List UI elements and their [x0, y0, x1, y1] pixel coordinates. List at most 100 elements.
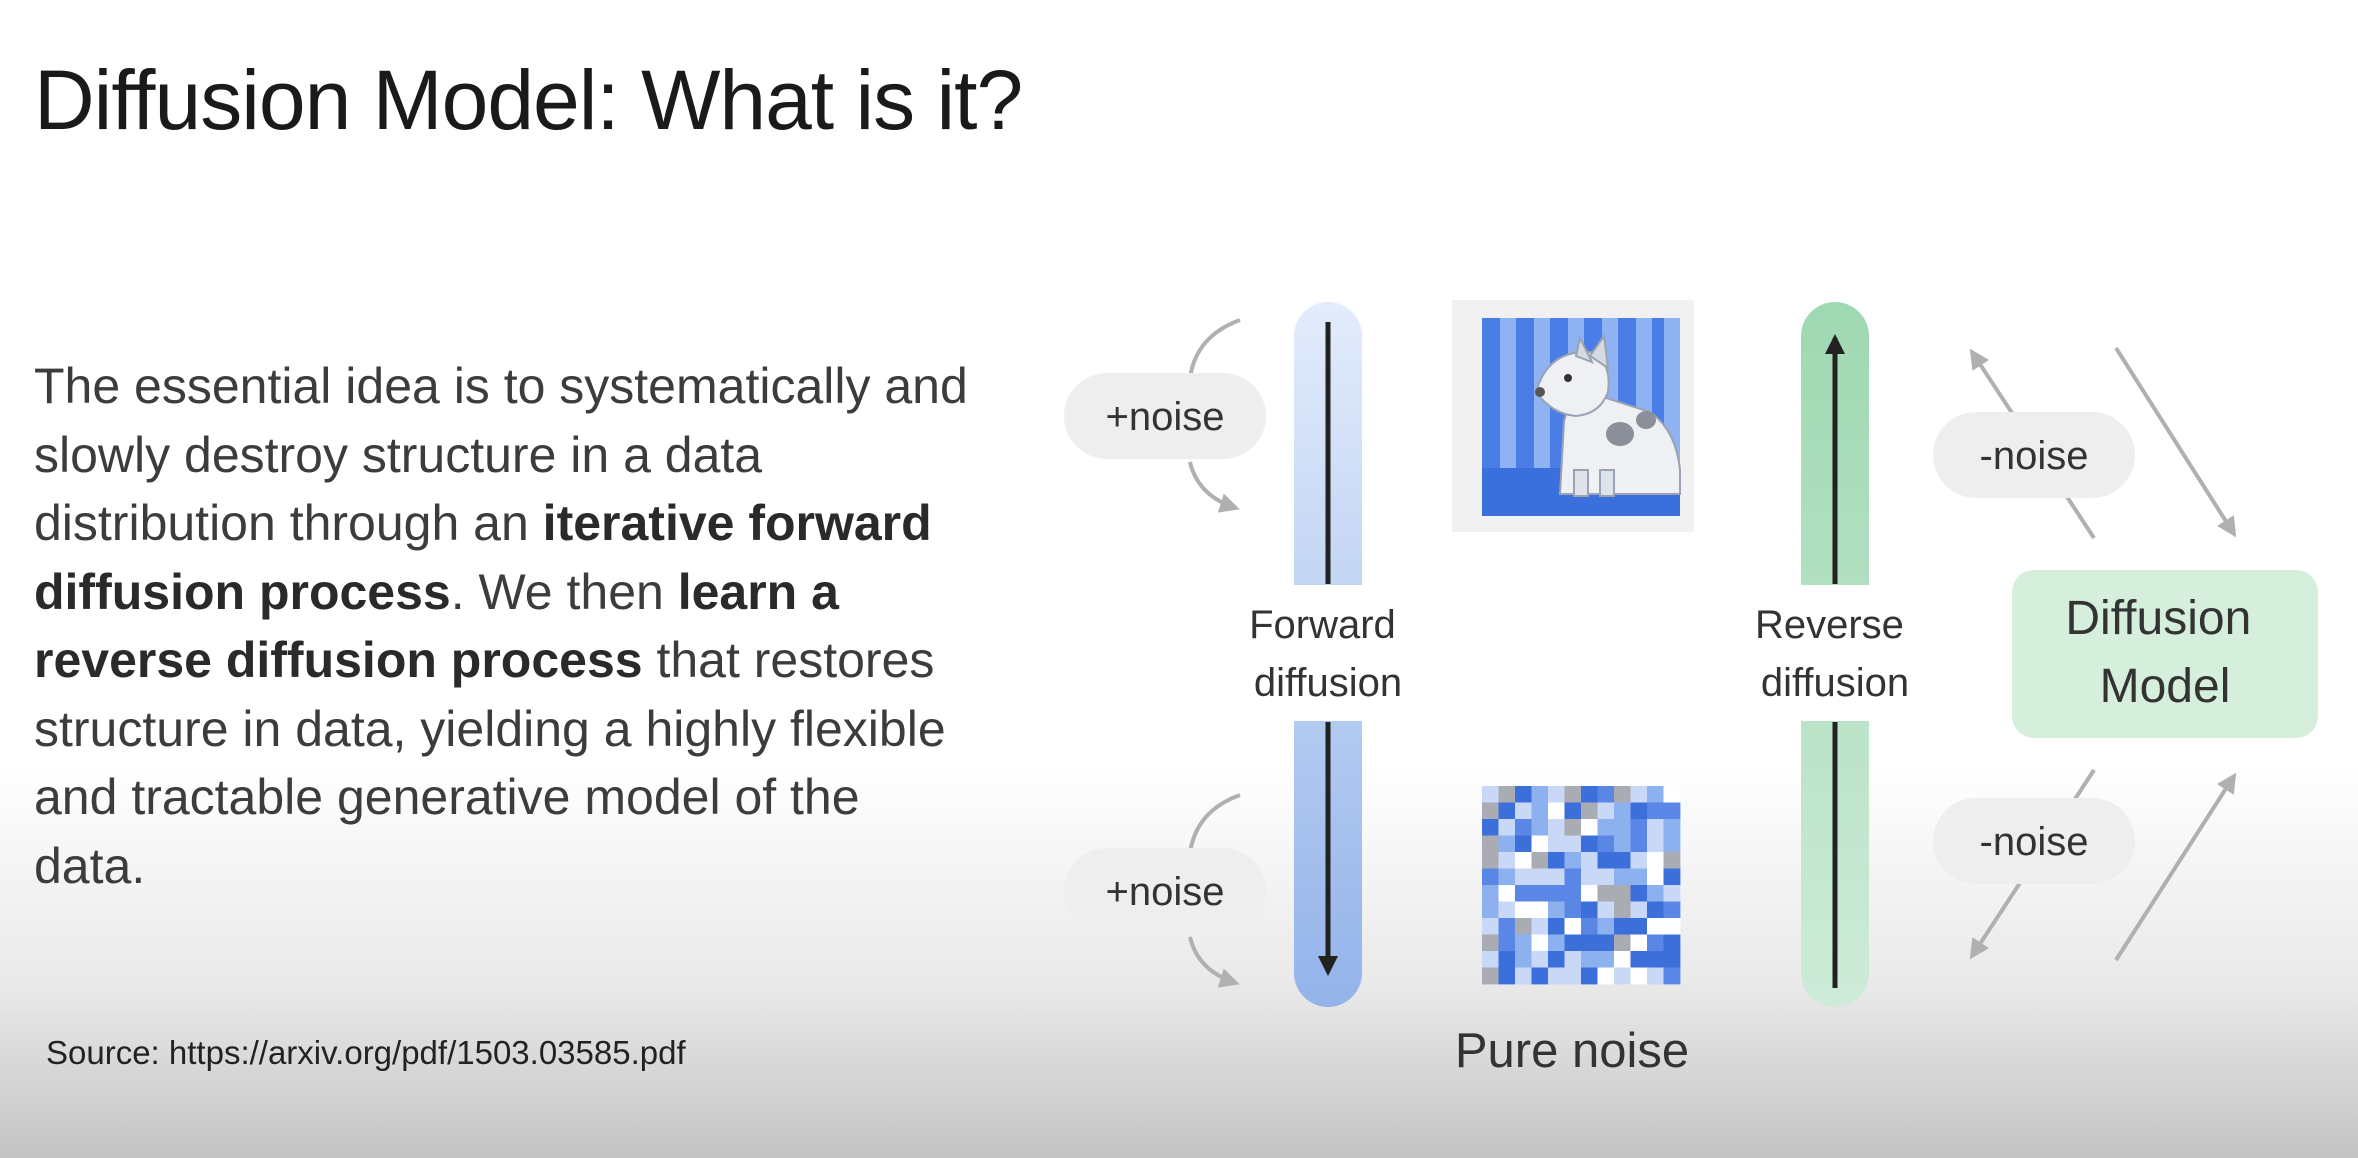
body-bold-reverse: learn a reverse diffusion process	[34, 563, 839, 689]
noise-cell	[1581, 885, 1598, 902]
add-noise-label-top: +noise	[1106, 395, 1225, 439]
noise-cell	[1597, 885, 1615, 902]
noise-cell	[1597, 901, 1615, 919]
noise-cell	[1581, 901, 1598, 919]
noise-cell	[1531, 852, 1549, 869]
noise-cell	[1498, 819, 1516, 836]
noise-cell	[1515, 802, 1532, 820]
noise-cell	[1548, 835, 1565, 853]
noise-cell	[1597, 786, 1615, 803]
noise-cell	[1531, 967, 1549, 985]
noise-cell	[1630, 802, 1648, 820]
noise-cell	[1663, 852, 1681, 869]
noise-cell	[1531, 786, 1549, 803]
noise-cell	[1614, 786, 1631, 803]
noise-cell	[1597, 868, 1615, 886]
noise-cell	[1482, 852, 1499, 869]
reverse-diffusion-label: Reverse diffusion	[1755, 603, 1915, 705]
noise-cell	[1548, 852, 1565, 869]
noise-cell	[1630, 901, 1648, 919]
noise-cell	[1515, 835, 1532, 853]
noise-cell	[1564, 885, 1582, 902]
noise-cell	[1581, 951, 1598, 968]
noise-cell	[1482, 885, 1499, 902]
noise-cell	[1548, 918, 1565, 935]
noise-cell	[1482, 786, 1499, 803]
noise-cell	[1548, 967, 1565, 985]
page-title: Diffusion Model: What is it?	[34, 53, 1023, 147]
noise-cell	[1564, 901, 1582, 919]
noise-cell	[1515, 918, 1532, 935]
noise-cell	[1498, 967, 1516, 985]
noise-cell	[1482, 802, 1499, 820]
noise-cell	[1548, 951, 1565, 968]
noise-cell	[1614, 802, 1631, 820]
noise-cell	[1564, 835, 1582, 853]
remove-noise-label-bottom: -noise	[1980, 820, 2089, 864]
noise-cell	[1663, 835, 1681, 853]
noise-cell	[1581, 835, 1598, 853]
noise-cell	[1614, 852, 1631, 869]
noise-cell	[1663, 802, 1681, 820]
noise-cell	[1597, 802, 1615, 820]
noise-cell	[1630, 819, 1648, 836]
noise-cell	[1515, 901, 1532, 919]
noise-cell	[1531, 868, 1549, 886]
noise-cell	[1647, 835, 1664, 853]
noise-cell	[1564, 967, 1582, 985]
noise-grid-icon	[1482, 786, 1681, 985]
remove-noise-step-bottom: -noise	[1933, 768, 2135, 960]
noise-cell	[1647, 967, 1664, 985]
noise-cell	[1597, 934, 1615, 952]
noise-cell	[1647, 786, 1664, 803]
noise-cell	[1531, 934, 1549, 952]
noise-cell	[1498, 835, 1516, 853]
noise-cell	[1630, 934, 1648, 952]
noise-cell	[1548, 786, 1565, 803]
noise-cell	[1663, 951, 1681, 968]
noise-cell	[1647, 885, 1664, 902]
noise-cell	[1614, 934, 1631, 952]
noise-cell	[1647, 934, 1664, 952]
noise-cell	[1515, 885, 1532, 902]
noise-cell	[1548, 868, 1565, 886]
noise-cell	[1663, 934, 1681, 952]
noise-cell	[1482, 918, 1499, 935]
noise-cell	[1581, 967, 1598, 985]
noise-cell	[1663, 918, 1681, 935]
noise-cell	[1597, 835, 1615, 853]
noise-cell	[1515, 819, 1532, 836]
noise-cell	[1498, 868, 1516, 886]
noise-cell	[1614, 868, 1631, 886]
noise-cell	[1630, 786, 1648, 803]
noise-cell	[1482, 901, 1499, 919]
noise-cell	[1548, 885, 1565, 902]
noise-cell	[1531, 802, 1549, 820]
noise-cell	[1581, 786, 1598, 803]
noise-cell	[1663, 967, 1681, 985]
add-noise-label-bottom: +noise	[1106, 870, 1225, 914]
noise-cell	[1663, 786, 1681, 803]
noise-cell	[1614, 835, 1631, 853]
noise-cell	[1647, 868, 1664, 886]
noise-cell	[1597, 951, 1615, 968]
noise-cell	[1614, 885, 1631, 902]
remove-noise-label-top: -noise	[1980, 434, 2089, 478]
noise-cell	[1564, 786, 1582, 803]
noise-cell	[1647, 852, 1664, 869]
noise-cell	[1564, 951, 1582, 968]
body-text-3: that restores structure in data, yieldin…	[34, 632, 946, 894]
noise-cell	[1581, 852, 1598, 869]
noise-cell	[1597, 967, 1615, 985]
reverse-diffusion-bar	[1730, 302, 1940, 1007]
noise-cell	[1630, 852, 1648, 869]
noise-cell	[1498, 934, 1516, 952]
noise-cell	[1515, 868, 1532, 886]
noise-cell	[1597, 852, 1615, 869]
noise-cell	[1564, 852, 1582, 869]
noise-cell	[1647, 819, 1664, 836]
noise-cell	[1564, 868, 1582, 886]
forward-label-line2: diffusion	[1254, 661, 1402, 705]
noise-cell	[1663, 819, 1681, 836]
